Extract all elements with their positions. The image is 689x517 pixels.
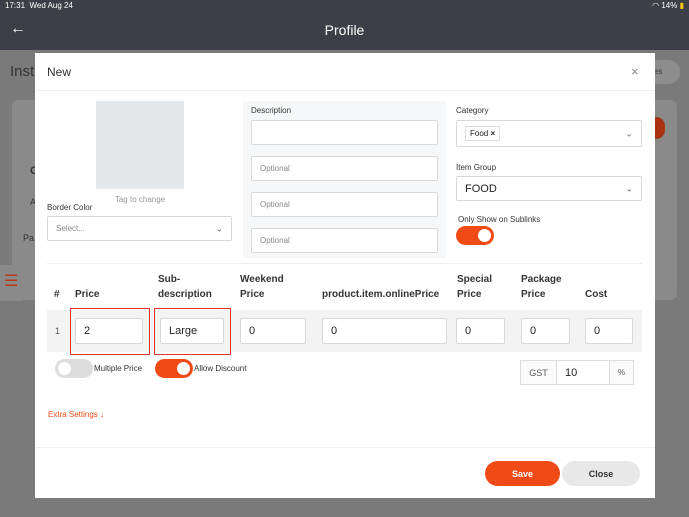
item-group-value: FOOD	[465, 182, 497, 195]
category-tag: Food ×	[465, 126, 501, 141]
wifi-icon: ◠	[652, 1, 660, 10]
chevron-down-icon: ⌄	[215, 223, 223, 233]
multiple-price-toggle[interactable]	[55, 359, 93, 378]
extra-settings-link[interactable]: Extra Settings ↓	[48, 410, 105, 419]
online-price-input[interactable]: 0	[322, 318, 447, 344]
header-line: Price	[240, 289, 265, 300]
bg-text: Pa	[23, 233, 35, 243]
battery-icon: ▮	[679, 1, 684, 10]
price-highlight	[70, 308, 150, 355]
app-header: ← Profile	[0, 12, 689, 50]
status-bar: 17:31 Wed Aug 24 ◠ 14% ▮	[0, 0, 689, 12]
optional-input-2[interactable]: Optional	[251, 192, 438, 217]
gst-unit: %	[609, 361, 633, 384]
header-line: Special	[457, 274, 493, 285]
category-select[interactable]: Food × ⌄	[456, 120, 642, 147]
col-header-num: #	[54, 289, 60, 300]
battery-level: 14%	[661, 1, 678, 10]
time: 17:31	[5, 1, 26, 10]
allow-discount-label: Allow Discount	[194, 364, 247, 373]
header-line: Package	[521, 274, 562, 285]
weekend-price-input[interactable]: 0	[240, 318, 306, 344]
header-line: Price	[521, 289, 546, 300]
header-line: Weekend	[240, 274, 284, 285]
table-row: 1 2 Large 0 0 0 0 0	[47, 310, 642, 352]
close-button[interactable]: Close	[562, 461, 640, 486]
optional-input-3[interactable]: Optional	[251, 228, 438, 253]
description-input[interactable]	[251, 120, 438, 145]
new-item-modal: New × Tag to change Border Color Select.…	[35, 53, 655, 498]
sublinks-toggle[interactable]	[456, 226, 494, 245]
remove-tag-icon[interactable]: ×	[490, 129, 496, 138]
item-image[interactable]	[96, 101, 184, 189]
image-hint: Tag to change	[114, 195, 166, 204]
header-line: Price	[457, 289, 482, 300]
select-placeholder: Select...	[56, 224, 85, 233]
col-header-cost: Cost	[585, 289, 608, 300]
chevron-down-icon: ⌄	[625, 128, 633, 138]
modal-title: New	[47, 65, 72, 79]
col-header-sub: Sub-description	[158, 272, 212, 302]
allow-discount-toggle[interactable]	[155, 359, 193, 378]
special-price-input[interactable]: 0	[456, 318, 505, 344]
border-color-select[interactable]: Select... ⌄	[47, 216, 232, 241]
gst-input[interactable]: 10	[565, 366, 578, 379]
tag-label: Food	[470, 129, 489, 138]
cost-input[interactable]: 0	[585, 318, 633, 344]
sub-description-input[interactable]: Large	[160, 318, 224, 344]
col-header-price: Price	[75, 289, 100, 300]
bg-title: Inst	[10, 63, 35, 80]
back-arrow-icon[interactable]: ←	[10, 20, 26, 37]
item-group-label: Item Group	[456, 163, 497, 172]
optional-input-1[interactable]: Optional	[251, 156, 438, 181]
description-panel: Description Optional Optional Optional	[243, 101, 446, 258]
price-input[interactable]: 2	[75, 318, 143, 344]
col-header-package: Package Price	[521, 272, 562, 302]
sub-description-highlight	[154, 308, 231, 355]
description-label: Description	[251, 106, 292, 115]
item-group-select[interactable]: FOOD ⌄	[456, 176, 642, 201]
package-price-input[interactable]: 0	[521, 318, 570, 344]
row-number: 1	[55, 326, 61, 336]
col-header-weekend: Weekend Price	[240, 272, 284, 302]
col-header-online: product.item.onlinePrice	[322, 289, 440, 300]
date: Wed Aug 24	[29, 1, 73, 10]
category-label: Category	[456, 106, 489, 115]
sublinks-label: Only Show on Sublinks	[458, 215, 541, 224]
save-button[interactable]: Save	[485, 461, 560, 486]
multiple-price-label: Multiple Price	[94, 364, 143, 373]
close-icon[interactable]: ×	[631, 64, 639, 79]
chevron-down-icon: ⌄	[625, 183, 633, 193]
menu-icon[interactable]: ☰	[0, 265, 22, 301]
page-title: Profile	[324, 22, 365, 38]
bg-text: A	[30, 197, 37, 207]
gst-label: GST	[521, 361, 557, 384]
border-color-label: Border Color	[47, 203, 93, 212]
header-line: description	[158, 289, 212, 300]
bg-text: C	[30, 165, 38, 177]
header-line: Sub-	[158, 274, 181, 285]
col-header-special: Special Price	[457, 272, 492, 302]
gst-field: GST 10 %	[520, 360, 634, 385]
